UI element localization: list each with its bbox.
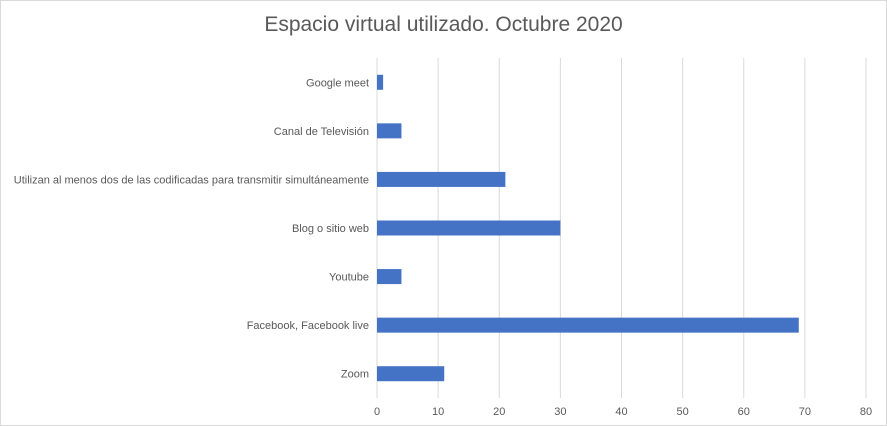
x-tick-label-80: 80	[860, 406, 872, 418]
bar-2	[377, 171, 506, 187]
category-label-3: Blog o sitio web	[292, 223, 369, 235]
chart-title: Espacio virtual utilizado. Octubre 2020	[264, 13, 623, 36]
category-label-2: Utilizan al menos dos de las codificadas…	[14, 174, 369, 186]
x-tick-label-10: 10	[432, 406, 444, 418]
bar-3	[377, 220, 561, 236]
category-label-6: Zoom	[341, 369, 369, 381]
x-tick-label-0: 0	[374, 406, 380, 418]
x-tick-label-60: 60	[738, 406, 750, 418]
bar-6	[377, 366, 445, 382]
x-tick-label-30: 30	[554, 406, 566, 418]
bar-4	[377, 269, 402, 285]
x-tick-label-20: 20	[493, 406, 505, 418]
bar-0	[377, 74, 384, 90]
category-label-0: Google meet	[306, 77, 369, 89]
bar-1	[377, 123, 402, 139]
x-tick-label-50: 50	[677, 406, 689, 418]
x-tick-label-70: 70	[799, 406, 811, 418]
category-label-4: Youtube	[329, 272, 369, 284]
category-label-5: Facebook, Facebook live	[247, 320, 369, 332]
category-label-1: Canal de Televisión	[274, 126, 369, 138]
x-tick-label-40: 40	[615, 406, 627, 418]
bar-5	[377, 317, 799, 333]
